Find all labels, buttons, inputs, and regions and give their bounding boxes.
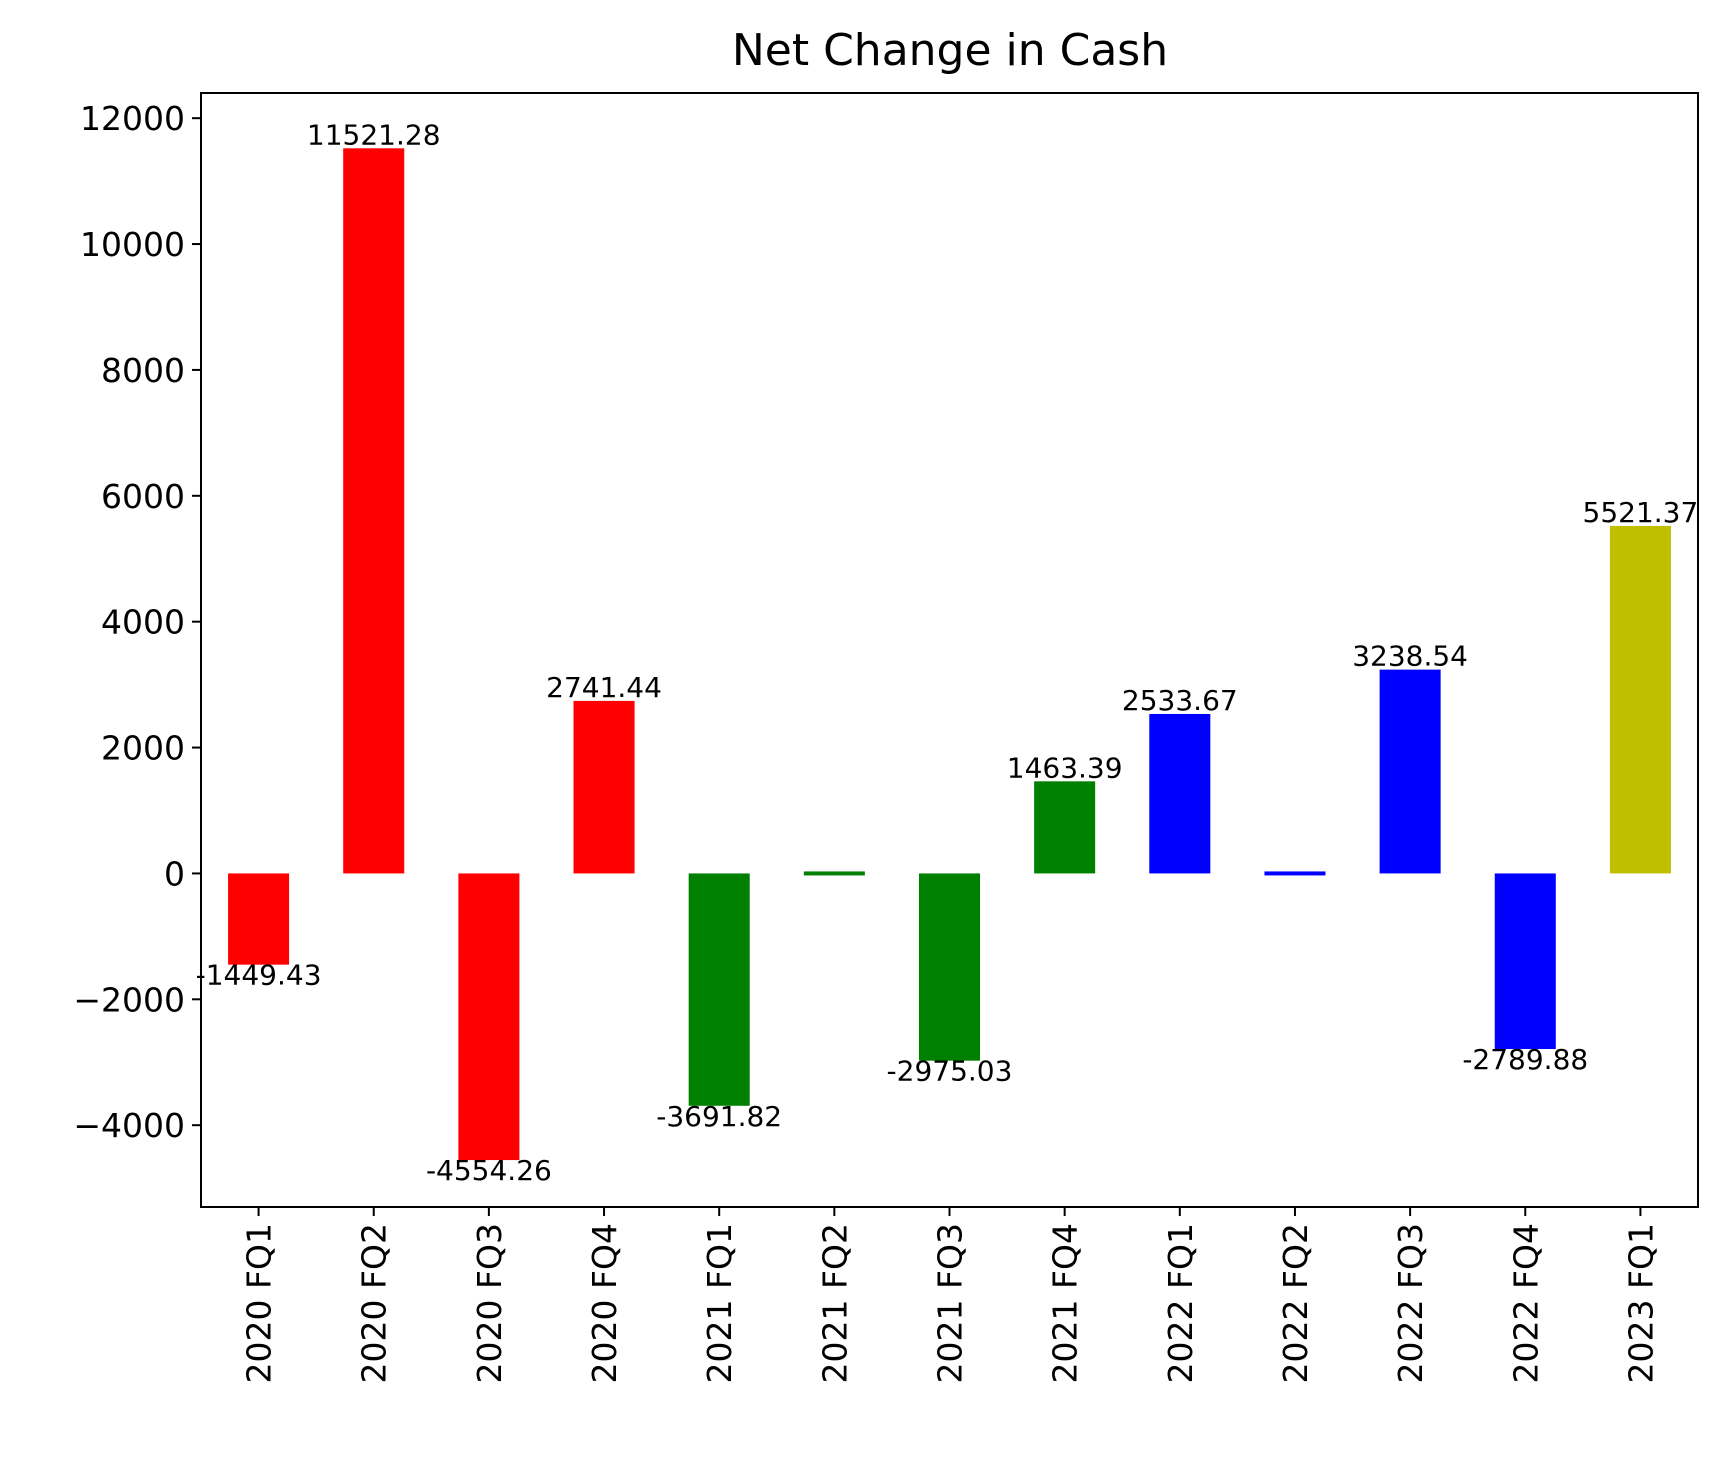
data-label: -2789.88 (1462, 1043, 1588, 1076)
x-tick-label: 2020 FQ1 (240, 1223, 279, 1383)
y-tick-label: −2000 (73, 980, 185, 1019)
bar-2022-fq3 (1379, 669, 1441, 874)
bar-2023-fq1 (1609, 525, 1671, 874)
data-label: 2533.67 (1122, 684, 1238, 717)
data-label: -3691.82 (656, 1100, 782, 1133)
bar-2020-fq3 (458, 873, 520, 1161)
x-tick-label: 2020 FQ3 (470, 1223, 509, 1383)
x-tick-label: 2021 FQ3 (931, 1223, 970, 1383)
data-label: -1449.43 (196, 959, 322, 992)
data-label: -4554.26 (426, 1154, 552, 1187)
y-tick-label: 12000 (80, 99, 185, 138)
plot-area: −4000 −2000 0 2000 4000 6000 8000 10000 12000 -14… (73, 99, 1698, 1383)
x-tick-label: 2022 FQ1 (1161, 1223, 1200, 1383)
x-tick-label: 2023 FQ1 (1621, 1223, 1660, 1383)
bar-2021-fq2 (803, 871, 865, 876)
bar-2020-fq4 (573, 700, 635, 874)
x-tick-label: 2022 FQ3 (1391, 1223, 1430, 1383)
plot-frame (200, 92, 1699, 1208)
y-tick-label: 6000 (101, 477, 185, 516)
data-label: 2741.44 (546, 671, 662, 704)
bar-2021-fq4 (1034, 781, 1096, 874)
x-tick-label: 2021 FQ1 (700, 1223, 739, 1383)
data-label: 5521.37 (1583, 496, 1699, 529)
bar-2022-fq2 (1264, 871, 1326, 876)
x-tick-label: 2021 FQ4 (1046, 1223, 1085, 1383)
x-tick-label: 2020 FQ4 (585, 1223, 624, 1383)
y-tick-label: 8000 (101, 351, 185, 390)
data-label: -2975.03 (887, 1055, 1013, 1088)
y-tick-label: 0 (164, 854, 185, 893)
x-tick-label: 2022 FQ4 (1506, 1223, 1545, 1383)
bar-2020-fq2 (343, 148, 405, 874)
x-tick-label: 2020 FQ2 (355, 1223, 394, 1383)
y-tick-label: 4000 (101, 603, 185, 642)
bar-2022-fq4 (1494, 873, 1556, 1050)
bar-2022-fq1 (1149, 713, 1211, 874)
data-label: 11521.28 (307, 118, 441, 151)
x-tick-label: 2021 FQ2 (815, 1223, 854, 1383)
y-tick-label: 10000 (80, 225, 185, 264)
bar-2021-fq3 (918, 873, 981, 1061)
data-label: 1463.39 (1007, 751, 1123, 784)
x-tick-label: 2022 FQ2 (1276, 1223, 1315, 1383)
bar-2020-fq1 (228, 873, 290, 965)
y-tick-label: 2000 (101, 729, 185, 768)
data-label: 3238.54 (1352, 640, 1468, 673)
chart-title: Net Change in Cash (732, 25, 1168, 76)
y-tick-label: −4000 (73, 1106, 185, 1145)
bar-2021-fq1 (688, 873, 750, 1106)
